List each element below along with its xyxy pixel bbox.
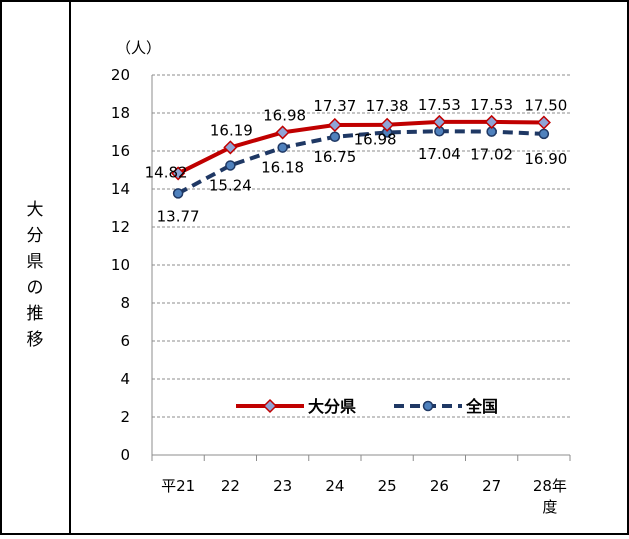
data-label: 17.37 <box>313 97 356 115</box>
side-label: 大分県の推移 <box>27 200 44 350</box>
data-point <box>536 115 551 130</box>
side-label-char: 推 <box>27 304 44 324</box>
data-label: 17.50 <box>524 97 567 115</box>
y-tick-label: 2 <box>120 408 130 426</box>
y-tick-label: 12 <box>111 218 130 236</box>
side-label-char: の <box>27 278 44 298</box>
data-labels: 14.82 16.19 16.98 17.37 17.38 17.53 17.53 17.50… <box>145 96 568 225</box>
data-label: 17.38 <box>366 97 409 115</box>
series-line <box>177 129 544 196</box>
data-label: 16.98 <box>263 106 306 124</box>
legend-label: 大分県 <box>308 397 356 416</box>
data-point <box>223 140 238 155</box>
x-tick-label: 24 <box>325 477 344 495</box>
data-label: 16.18 <box>261 159 304 177</box>
data-point <box>329 131 341 142</box>
y-axis: 0 2 4 6 8 10 12 14 16 18 20 <box>111 66 153 464</box>
data-point <box>432 114 447 129</box>
plot-area <box>171 114 551 199</box>
x-tick-label: 25 <box>378 477 397 495</box>
data-label: 17.53 <box>470 96 513 114</box>
x-tick-label-line: 28年 <box>533 477 567 495</box>
legend: 大分県 全国 <box>236 397 498 416</box>
data-point <box>538 128 550 140</box>
y-tick-label: 14 <box>111 180 130 198</box>
legend-marker <box>262 398 278 414</box>
data-point <box>327 117 342 133</box>
y-tick-label: 18 <box>111 104 130 122</box>
data-label: 16.90 <box>524 150 567 168</box>
y-tick-label: 0 <box>120 446 130 464</box>
y-tick-label: 8 <box>120 294 130 312</box>
data-label: 16.98 <box>354 130 397 148</box>
x-tick-label: 23 <box>273 477 292 495</box>
x-tick-label: 28年度 <box>533 477 567 516</box>
data-label: 13.77 <box>157 207 200 225</box>
x-tick-label: 平21 <box>161 477 195 495</box>
data-label: 16.75 <box>313 148 356 166</box>
side-label-char: 大 <box>27 200 44 220</box>
data-label: 16.19 <box>210 121 253 139</box>
data-point <box>275 125 290 140</box>
x-axis: 平21 22 23 24 25 26 27 28年度 <box>151 454 571 516</box>
x-tick-label-line: 度 <box>542 498 557 516</box>
data-point <box>171 166 186 181</box>
side-label-char: 県 <box>27 252 44 272</box>
legend-label: 全国 <box>465 397 498 416</box>
side-label-char: 分 <box>27 226 44 246</box>
legend-marker <box>422 400 434 412</box>
data-label: 17.02 <box>470 146 513 164</box>
x-tick-label: 26 <box>430 477 449 495</box>
data-point <box>172 188 184 199</box>
x-tick-label: 22 <box>221 477 240 495</box>
y-tick-label: 10 <box>111 256 130 274</box>
data-label: 17.04 <box>418 145 461 163</box>
y-tick-label: 6 <box>120 332 130 350</box>
y-tick-label: 20 <box>111 66 130 84</box>
data-label: 17.53 <box>418 96 461 114</box>
x-tick-label: 27 <box>482 477 501 495</box>
side-label-char: 移 <box>27 330 44 350</box>
data-point <box>277 142 288 153</box>
data-label: 14.82 <box>145 163 188 181</box>
unit-label: （人） <box>116 39 161 57</box>
y-tick-label: 4 <box>120 370 130 388</box>
data-point <box>484 114 499 129</box>
data-point <box>225 160 236 171</box>
data-label: 15.24 <box>209 176 252 194</box>
series-line <box>177 119 544 176</box>
y-tick-label: 16 <box>111 142 130 160</box>
data-point <box>380 117 395 132</box>
